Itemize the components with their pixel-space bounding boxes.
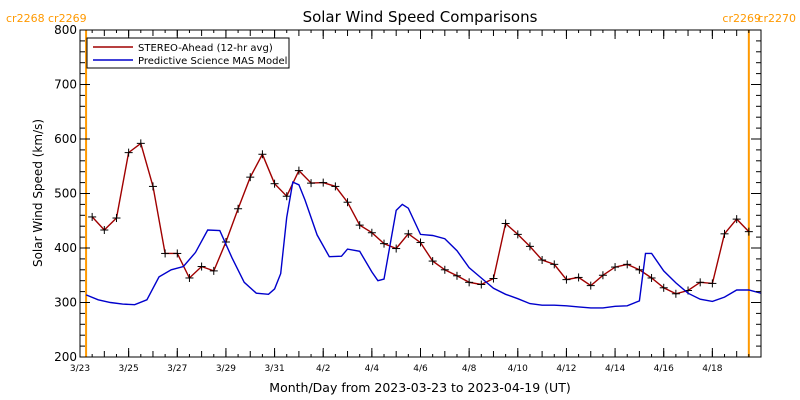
x-axis: 3/23 3/25 3/27 3/29 3/31 4/2 4/4 4/6 4/8 4/10 4/12…: [70, 30, 762, 374]
data-point: [112, 214, 121, 223]
series-0: [88, 139, 753, 298]
x-tick-label: 4/18: [702, 364, 722, 374]
data-point: [452, 271, 461, 280]
data-point: [416, 238, 425, 247]
data-point: [331, 182, 340, 191]
data-point: [367, 228, 376, 237]
data-point: [611, 263, 620, 272]
data-point: [525, 242, 534, 251]
data-point: [173, 249, 182, 258]
data-point: [124, 148, 133, 157]
x-tick-label: 3/27: [167, 364, 187, 374]
data-point: [538, 255, 547, 264]
data-point: [88, 212, 97, 221]
carrington-right-label-a: cr2269: [722, 12, 761, 25]
x-tick-label: 3/29: [216, 364, 236, 374]
data-point: [185, 273, 194, 282]
data-point: [477, 280, 486, 289]
data-point: [732, 215, 741, 224]
y-tick-label: 600: [54, 132, 77, 146]
data-point: [307, 179, 316, 188]
x-tick-label: 4/16: [654, 364, 674, 374]
x-tick-label: 4/2: [316, 364, 330, 374]
data-point: [513, 230, 522, 239]
series-layer: [85, 139, 761, 309]
data-point: [635, 265, 644, 274]
data-point: [489, 274, 498, 283]
y-tick-label: 800: [54, 23, 77, 37]
data-point: [209, 266, 218, 275]
x-axis-label: Month/Day from 2023-03-23 to 2023-04-19 …: [269, 380, 570, 395]
data-point: [550, 260, 559, 269]
data-point: [100, 226, 109, 235]
data-point: [355, 221, 364, 230]
legend-label-stereo: STEREO-Ahead (12-hr avg): [138, 43, 273, 54]
y-tick-label: 200: [54, 350, 77, 364]
y-axis-label: Solar Wind Speed (km/s): [31, 119, 45, 267]
data-point: [270, 179, 279, 188]
data-point: [294, 166, 303, 175]
x-tick-label: 3/31: [264, 364, 284, 374]
y-tick-label: 700: [54, 78, 77, 92]
legend: STEREO-Ahead (12-hr avg) Predictive Scie…: [86, 37, 290, 69]
x-tick-label: 4/4: [365, 364, 380, 374]
x-tick-label: 4/10: [508, 364, 528, 374]
carrington-right-label-b: cr2270: [757, 12, 796, 25]
x-tick-label: 3/23: [70, 364, 90, 374]
data-point: [246, 173, 255, 182]
data-point: [148, 182, 157, 191]
x-tick-label: 4/6: [413, 364, 428, 374]
data-point: [574, 273, 583, 282]
data-point: [161, 249, 170, 258]
data-point: [562, 275, 571, 284]
carrington-left-label-b: cr2269: [48, 12, 87, 25]
data-point: [404, 229, 413, 238]
data-point: [440, 265, 449, 274]
data-point: [647, 273, 656, 282]
data-point: [623, 260, 632, 269]
data-point: [501, 219, 510, 228]
data-point: [428, 257, 437, 266]
legend-label-mas: Predictive Science MAS Model: [138, 56, 287, 67]
data-point: [598, 271, 607, 280]
data-point: [319, 178, 328, 187]
data-point: [671, 289, 680, 298]
data-point: [744, 227, 753, 236]
x-tick-label: 4/14: [605, 364, 625, 374]
data-point: [343, 198, 352, 207]
y-tick-label: 300: [54, 296, 77, 310]
data-point: [380, 239, 389, 248]
x-tick-label: 4/8: [462, 364, 477, 374]
data-point: [696, 278, 705, 287]
carrington-left-label-a: cr2268: [6, 12, 45, 25]
data-point: [282, 192, 291, 201]
series-1: [85, 181, 761, 309]
data-point: [258, 150, 267, 159]
series-line: [85, 181, 761, 309]
chart-title: Solar Wind Speed Comparisons: [303, 8, 538, 26]
data-point: [465, 278, 474, 287]
data-point: [720, 229, 729, 238]
data-point: [586, 281, 595, 290]
data-point: [136, 139, 145, 148]
y-tick-label: 400: [54, 241, 77, 255]
data-point: [234, 204, 243, 213]
data-point: [659, 283, 668, 292]
data-point: [197, 262, 206, 271]
x-tick-label: 3/25: [119, 364, 139, 374]
data-point: [392, 244, 401, 253]
y-axis: 200 300 400 500 600 700 800: [54, 23, 761, 364]
x-tick-label: 4/12: [556, 364, 576, 374]
y-tick-label: 500: [54, 187, 77, 201]
legend-box: [86, 37, 290, 69]
data-point: [708, 279, 717, 288]
